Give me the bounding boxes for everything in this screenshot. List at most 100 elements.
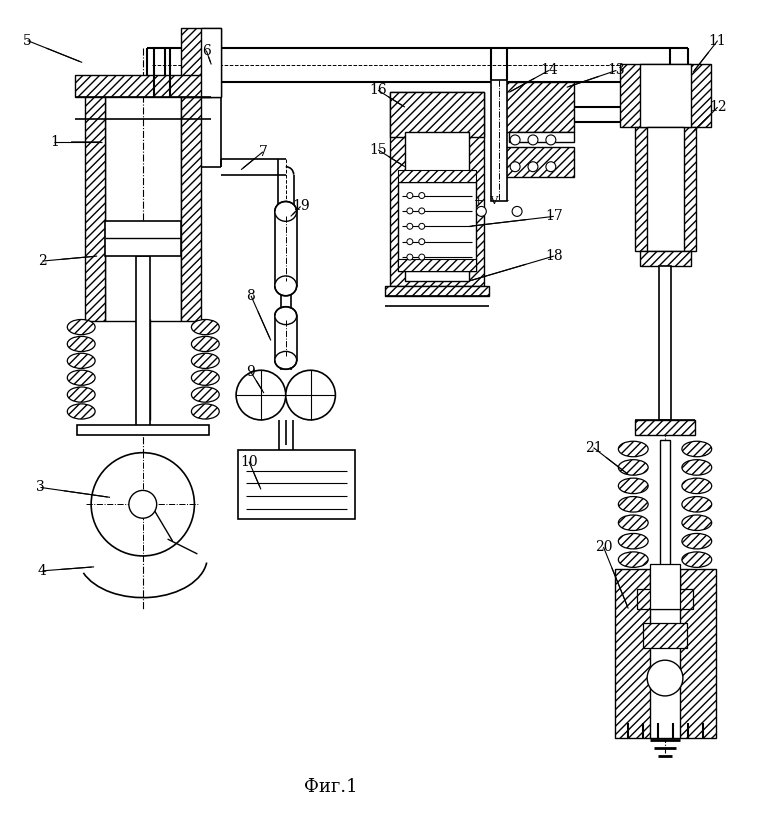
Bar [275, 315, 296, 360]
Ellipse shape [682, 478, 711, 494]
Bar [660, 440, 670, 569]
Ellipse shape [67, 370, 95, 385]
Text: Фиг.1: Фиг.1 [303, 778, 357, 796]
Bar [647, 127, 684, 251]
Ellipse shape [191, 319, 219, 335]
Bar [390, 92, 484, 286]
Circle shape [647, 660, 683, 696]
Text: 4: 4 [38, 564, 47, 578]
Ellipse shape [619, 441, 648, 456]
Ellipse shape [67, 387, 95, 402]
Bar [644, 623, 687, 648]
Circle shape [546, 161, 556, 172]
Circle shape [510, 135, 520, 145]
Text: 8: 8 [246, 289, 255, 303]
Ellipse shape [682, 496, 711, 512]
Ellipse shape [275, 201, 296, 222]
Bar [77, 425, 209, 435]
Ellipse shape [275, 351, 296, 369]
Bar [635, 127, 696, 251]
Ellipse shape [682, 534, 711, 549]
Text: 20: 20 [594, 540, 612, 554]
Ellipse shape [67, 319, 95, 335]
Ellipse shape [682, 515, 711, 531]
Text: 9: 9 [246, 365, 255, 379]
Ellipse shape [67, 353, 95, 368]
Circle shape [546, 135, 556, 145]
Ellipse shape [619, 552, 648, 567]
Bar [398, 259, 477, 271]
Circle shape [407, 239, 413, 244]
Text: 16: 16 [369, 83, 387, 97]
Text: 19: 19 [292, 200, 310, 214]
Bar [238, 450, 355, 519]
Ellipse shape [191, 370, 219, 385]
Ellipse shape [275, 276, 296, 296]
Ellipse shape [67, 337, 95, 351]
Ellipse shape [191, 337, 219, 351]
Ellipse shape [619, 515, 648, 531]
Bar [182, 28, 222, 97]
Circle shape [528, 135, 538, 145]
Bar [105, 222, 182, 256]
Circle shape [512, 206, 522, 216]
Text: 5: 5 [23, 33, 32, 47]
Bar [398, 170, 477, 182]
Circle shape [419, 239, 425, 244]
Ellipse shape [191, 387, 219, 402]
Bar [275, 211, 296, 286]
Circle shape [528, 161, 538, 172]
Circle shape [236, 370, 285, 420]
Bar [509, 132, 573, 142]
Ellipse shape [619, 496, 648, 512]
Bar [385, 286, 489, 296]
Text: 17: 17 [545, 209, 562, 223]
Circle shape [91, 452, 194, 556]
Text: 11: 11 [709, 33, 726, 47]
Circle shape [419, 192, 425, 199]
Bar [651, 564, 680, 609]
Ellipse shape [275, 306, 296, 324]
Text: 14: 14 [540, 64, 558, 77]
Circle shape [407, 223, 413, 229]
Bar [497, 147, 573, 177]
Circle shape [510, 161, 520, 172]
Circle shape [419, 254, 425, 260]
Ellipse shape [191, 404, 219, 419]
Text: 10: 10 [240, 455, 258, 469]
Circle shape [129, 491, 157, 518]
Bar [136, 256, 150, 430]
Text: 7: 7 [258, 145, 268, 159]
Bar [651, 569, 680, 738]
Circle shape [407, 254, 413, 260]
Ellipse shape [619, 460, 648, 475]
Bar [201, 28, 222, 97]
Ellipse shape [67, 404, 95, 419]
Bar [620, 64, 711, 127]
Text: 2: 2 [38, 254, 47, 268]
Circle shape [477, 206, 486, 216]
Bar [390, 92, 484, 137]
Bar [105, 95, 182, 320]
Bar [75, 75, 211, 97]
Circle shape [407, 208, 413, 214]
Bar [637, 588, 693, 609]
Bar [405, 132, 470, 281]
Bar [398, 182, 477, 271]
Ellipse shape [619, 534, 648, 549]
Text: 6: 6 [202, 43, 211, 58]
Text: 21: 21 [585, 441, 602, 455]
Bar [615, 569, 716, 738]
Text: 12: 12 [709, 100, 726, 114]
Ellipse shape [682, 552, 711, 567]
Ellipse shape [682, 441, 711, 456]
Text: 13: 13 [608, 64, 626, 77]
Ellipse shape [682, 460, 711, 475]
Bar [491, 81, 507, 201]
Text: +  V  -: + V - [473, 196, 509, 206]
Bar [635, 420, 695, 435]
Circle shape [419, 208, 425, 214]
Circle shape [419, 223, 425, 229]
Circle shape [285, 370, 335, 420]
Bar [640, 251, 691, 266]
